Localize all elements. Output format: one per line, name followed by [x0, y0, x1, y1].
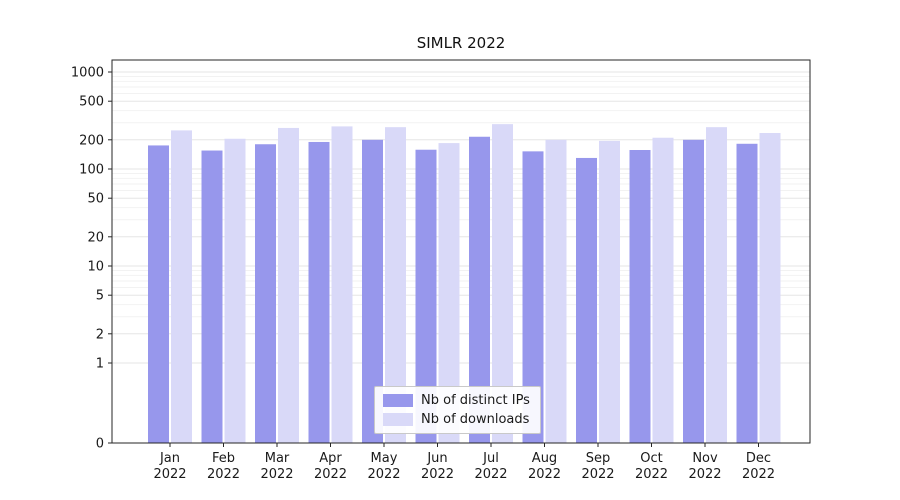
bar-distinct-ips-sep — [576, 157, 597, 443]
x-tick-label-month: Jun — [426, 451, 447, 466]
bar-downloads-nov — [706, 127, 727, 443]
legend-entry-distinct-ips: Nb of distinct IPs — [383, 393, 530, 408]
y-tick-label: 1 — [96, 357, 104, 372]
x-tick-label-month: Jul — [482, 451, 499, 466]
plot-frame — [111, 59, 811, 444]
bar-distinct-ips-nov — [683, 139, 704, 443]
bar-downloads-jun — [438, 143, 460, 443]
y-tick-label: 2 — [96, 327, 104, 342]
y-tick-label: 5 — [96, 289, 104, 304]
x-tick-label-month: Sep — [586, 451, 611, 466]
x-tick-label-year: 2022 — [528, 467, 561, 482]
x-tick-label-year: 2022 — [474, 467, 507, 482]
bar-distinct-ips-dec — [736, 143, 758, 443]
x-tick-label-year: 2022 — [314, 467, 347, 482]
bar-downloads-may — [385, 127, 406, 443]
x-tick-label-month: Oct — [640, 451, 662, 466]
x-tick-label-year: 2022 — [581, 467, 614, 482]
x-tick-label-month: Apr — [319, 451, 342, 466]
bar-distinct-ips-jul — [469, 136, 490, 443]
bar-downloads-jul — [492, 124, 513, 443]
x-tick-label-year: 2022 — [421, 467, 454, 482]
bar-distinct-ips-aug — [522, 151, 544, 443]
y-tick-label: 0 — [96, 437, 104, 452]
legend: Nb of distinct IPs Nb of downloads — [374, 386, 541, 434]
y-tick-label: 100 — [79, 163, 104, 178]
chart-title: SIMLR 2022 — [416, 34, 506, 52]
x-tick-label-year: 2022 — [742, 467, 775, 482]
bar-distinct-ips-may — [362, 139, 383, 443]
bar-downloads-sep — [599, 140, 620, 443]
y-tick-label: 1000 — [71, 66, 104, 81]
x-tick-label-month: Jan — [159, 451, 180, 466]
y-tick-label: 10 — [87, 260, 104, 275]
bar-downloads-jan — [171, 130, 192, 443]
x-tick-label-year: 2022 — [367, 467, 400, 482]
x-tick-label-month: Dec — [746, 451, 771, 466]
bar-downloads-oct — [652, 137, 674, 443]
y-tick-label: 20 — [87, 230, 104, 245]
bar-distinct-ips-apr — [308, 141, 330, 443]
bar-downloads-aug — [545, 139, 567, 443]
bar-distinct-ips-jan — [148, 145, 169, 444]
y-tick-label: 50 — [87, 192, 104, 207]
legend-swatch-downloads — [383, 413, 413, 426]
bar-downloads-mar — [278, 127, 299, 443]
x-tick-label-year: 2022 — [688, 467, 721, 482]
legend-label-distinct-ips: Nb of distinct IPs — [421, 393, 530, 408]
x-tick-label-month: Aug — [532, 451, 557, 466]
bar-distinct-ips-jun — [415, 149, 437, 443]
bar-distinct-ips-mar — [255, 144, 276, 443]
x-tick-label-month: May — [371, 451, 398, 466]
x-tick-label-month: Feb — [212, 451, 235, 466]
x-tick-label-year: 2022 — [207, 467, 240, 482]
x-tick-label-year: 2022 — [260, 467, 293, 482]
x-tick-label-month: Nov — [692, 451, 718, 466]
bar-distinct-ips-oct — [629, 149, 651, 443]
legend-label-downloads: Nb of downloads — [421, 412, 530, 427]
legend-entry-downloads: Nb of downloads — [383, 412, 530, 427]
bar-downloads-feb — [224, 138, 246, 443]
bar-downloads-apr — [331, 126, 353, 443]
bar-distinct-ips-feb — [201, 150, 223, 443]
y-tick-label: 200 — [79, 133, 104, 148]
x-tick-label-month: Mar — [265, 451, 290, 466]
x-tick-label-year: 2022 — [635, 467, 668, 482]
x-tick-label-year: 2022 — [153, 467, 186, 482]
y-tick-label: 500 — [79, 95, 104, 110]
legend-swatch-distinct-ips — [383, 394, 413, 407]
bar-downloads-dec — [759, 133, 781, 444]
